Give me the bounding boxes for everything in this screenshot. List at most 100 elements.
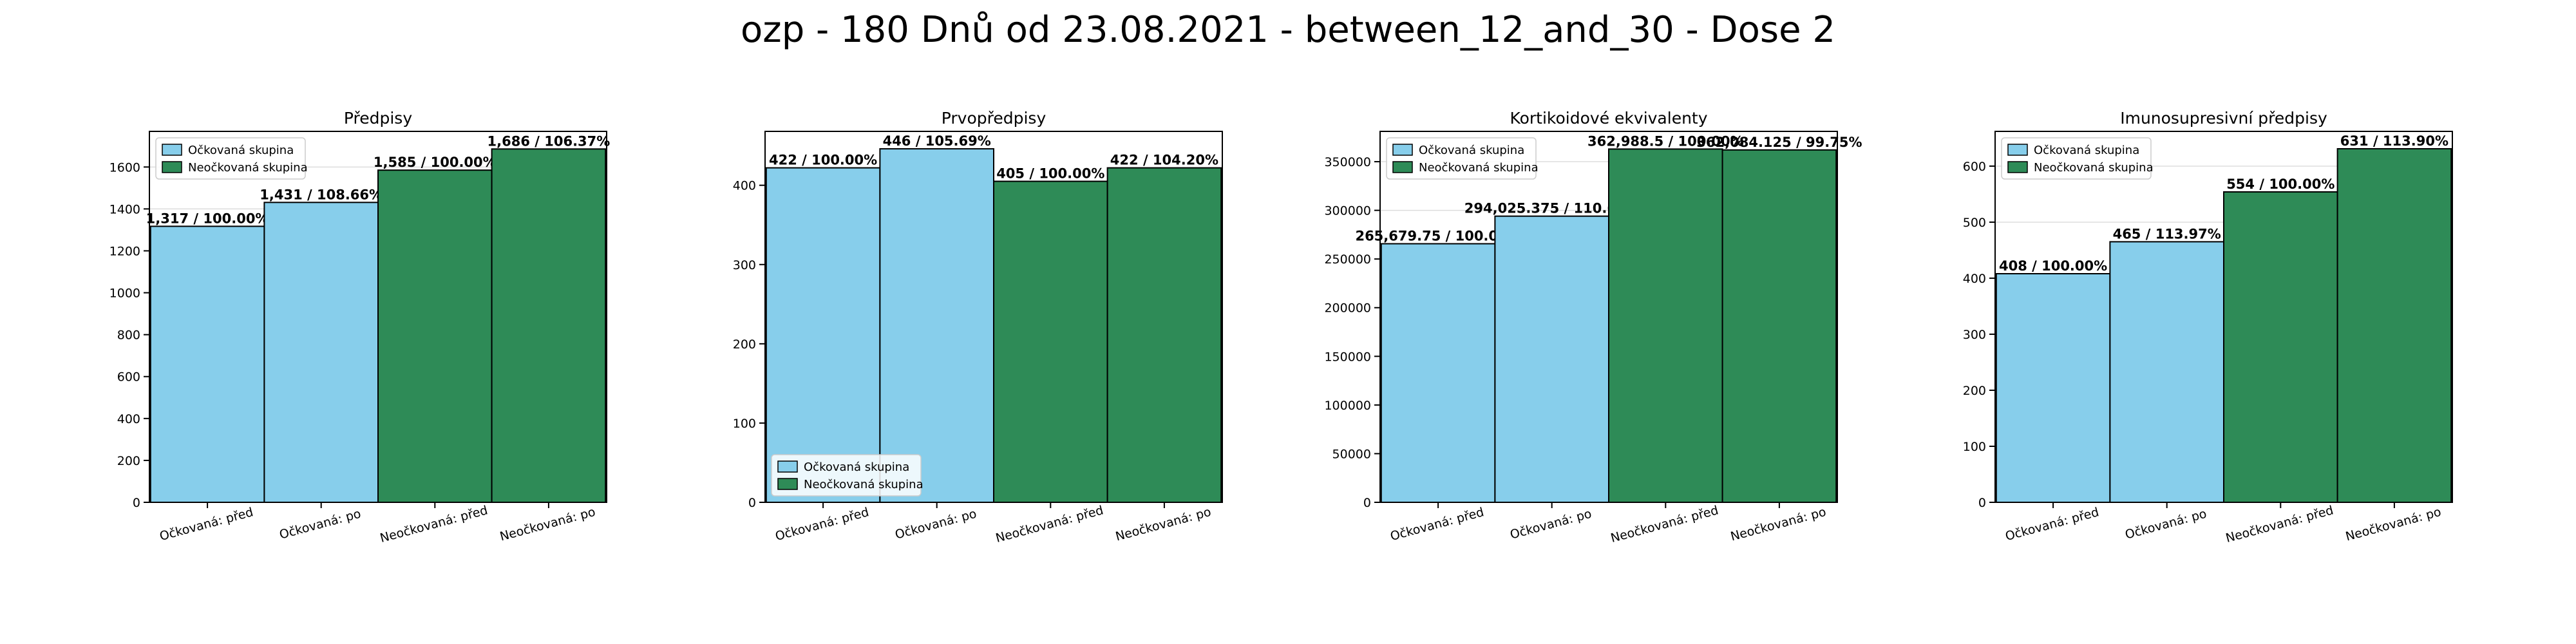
data-label: 465 / 113.97% <box>2113 226 2221 242</box>
figure-title: ozp - 180 Dnů od 23.08.2021 - between_12… <box>741 9 1835 51</box>
legend-label: Neočkovaná skupina <box>804 478 923 491</box>
legend-box <box>155 137 306 180</box>
bar <box>1995 273 2111 503</box>
data-label: 631 / 113.90% <box>2340 133 2448 149</box>
x-tick-label: Neočkovaná: po <box>498 505 597 544</box>
y-tick-label: 250000 <box>1324 252 1371 267</box>
y-tick-label: 50000 <box>1332 447 1371 461</box>
x-tick-label: Očkovaná: před <box>773 505 870 544</box>
data-label: 362,988.5 / 100.00% <box>1587 133 1744 149</box>
bar <box>1721 149 1837 504</box>
x-tick-label: Očkovaná: po <box>893 507 978 542</box>
y-tick-label: 0 <box>1978 496 1986 510</box>
y-tick-label: 150000 <box>1324 350 1371 364</box>
x-tick-label: Neočkovaná: po <box>1729 505 1828 544</box>
data-label: 554 / 100.00% <box>2226 176 2334 192</box>
y-tick-label: 400 <box>117 412 140 426</box>
axes-frame <box>1379 131 1838 503</box>
bar <box>149 225 265 503</box>
y-tick-label: 600 <box>117 370 140 384</box>
bar <box>879 148 994 504</box>
chart-title: Předpisy <box>344 109 412 128</box>
y-tick-label: 0 <box>1363 496 1371 510</box>
legend-label: Očkovaná skupina <box>2034 144 2139 157</box>
x-tick-label: Očkovaná: po <box>278 507 362 542</box>
legend-swatch <box>1392 144 1413 156</box>
bar <box>377 169 493 504</box>
x-tick-label: Očkovaná: po <box>2123 507 2208 542</box>
y-tick-label: 100000 <box>1324 399 1371 413</box>
y-tick-label: 400 <box>733 179 756 193</box>
axes-frame <box>764 131 1223 503</box>
data-label: 422 / 104.20% <box>1110 153 1218 168</box>
y-tick-label: 800 <box>117 328 140 343</box>
data-label: 265,679.75 / 100.00% <box>1355 228 1520 243</box>
y-tick-label: 100 <box>1963 440 1986 454</box>
y-tick-label: 600 <box>1963 160 1986 174</box>
y-tick-label: 300 <box>733 258 756 272</box>
legend-swatch <box>1392 161 1413 173</box>
data-label: 362,084.125 / 99.75% <box>1696 135 1862 150</box>
bar <box>263 202 379 503</box>
bar <box>765 167 881 504</box>
y-tick-label: 100 <box>733 417 756 431</box>
x-tick-label: Neočkovaná: před <box>1609 503 1720 545</box>
legend-label: Očkovaná skupina <box>1419 144 1524 157</box>
legend-label: Neočkovaná skupina <box>188 161 308 175</box>
x-tick-label: Očkovaná: před <box>1388 505 1485 544</box>
y-tick-label: 300000 <box>1324 204 1371 218</box>
bar <box>2109 241 2224 503</box>
data-label: 405 / 100.00% <box>996 166 1104 182</box>
y-tick-label: 1600 <box>109 160 140 175</box>
x-tick-label: Neočkovaná: před <box>994 503 1105 545</box>
y-tick-label: 1400 <box>109 202 140 216</box>
legend-label: Neočkovaná skupina <box>1419 161 1539 175</box>
y-tick-label: 0 <box>748 496 756 510</box>
y-tick-label: 200 <box>117 454 140 468</box>
y-tick-label: 400 <box>1963 272 1986 286</box>
data-label: 1,431 / 108.66% <box>260 187 383 202</box>
legend-label: Očkovaná skupina <box>188 144 294 157</box>
data-label: 422 / 100.00% <box>769 153 877 168</box>
chart-title: Prvopředpisy <box>942 109 1046 128</box>
legend-box <box>1386 137 1537 180</box>
y-tick-label: 200 <box>1963 384 1986 398</box>
x-tick-label: Neočkovaná: před <box>379 503 489 545</box>
y-tick-label: 500 <box>1963 216 1986 230</box>
y-tick-label: 1200 <box>109 244 140 258</box>
legend-box <box>2001 137 2152 180</box>
x-tick-label: Očkovaná: před <box>2003 505 2100 544</box>
x-tick-label: Očkovaná: před <box>158 505 254 544</box>
y-tick-label: 300 <box>1963 328 1986 342</box>
legend-swatch <box>777 478 798 490</box>
axes-frame <box>149 131 607 503</box>
y-tick-label: 350000 <box>1324 155 1371 169</box>
bar <box>1106 167 1222 504</box>
bar <box>2336 147 2452 503</box>
legend-swatch <box>777 460 798 473</box>
chart-title: Imunosupresivní předpisy <box>2120 109 2327 128</box>
data-label: 1,686 / 106.37% <box>488 133 611 149</box>
bar <box>1608 148 1723 504</box>
data-label: 1,317 / 100.00% <box>146 211 269 226</box>
data-label: 446 / 105.69% <box>883 133 991 149</box>
data-label: 408 / 100.00% <box>1999 258 2107 274</box>
x-tick-label: Neočkovaná: po <box>1114 505 1213 544</box>
bar <box>1380 243 1496 503</box>
bar <box>1494 215 1609 503</box>
y-tick-label: 200 <box>733 337 756 352</box>
y-tick-label: 1000 <box>109 287 140 301</box>
data-label: 1,585 / 100.00% <box>374 155 497 170</box>
legend-swatch <box>2007 161 2028 173</box>
bar <box>993 180 1108 503</box>
y-tick-label: 200000 <box>1324 301 1371 316</box>
legend-swatch <box>2007 144 2028 156</box>
x-tick-label: Neočkovaná: po <box>2344 505 2443 544</box>
legend-swatch <box>162 144 182 156</box>
legend-box <box>771 454 922 497</box>
y-tick-label: 0 <box>133 496 140 510</box>
x-tick-label: Neočkovaná: před <box>2224 503 2335 545</box>
legend-swatch <box>162 161 182 173</box>
chart-title: Kortikoidové ekvivalenty <box>1510 109 1707 128</box>
